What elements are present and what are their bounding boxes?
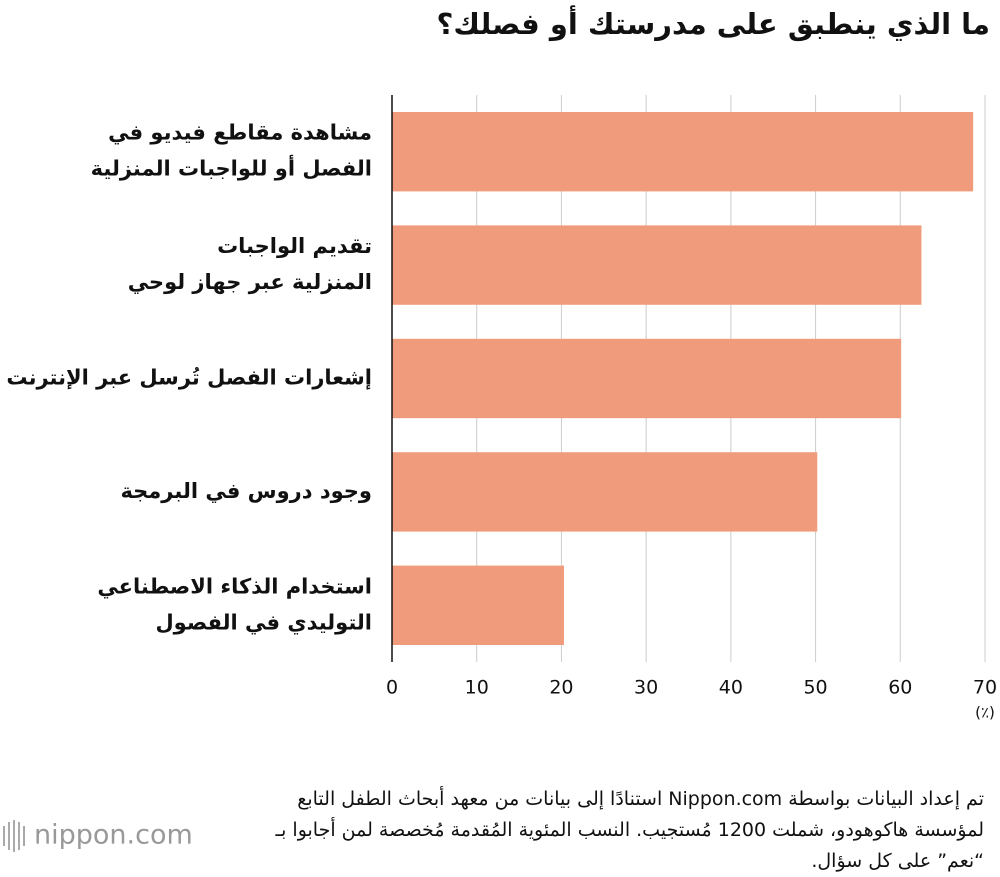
chart: ما الذي ينطبق على مدرستك أو فصلك؟ nippon… bbox=[3, 5, 997, 852]
bar bbox=[392, 112, 974, 192]
x-tick-label: 0 bbox=[386, 677, 398, 699]
y-tick-label: مشاهدة مقاطع فيديو في bbox=[108, 121, 372, 145]
logo-icon bbox=[3, 820, 25, 852]
y-tick-label: تقديم الواجبات bbox=[217, 234, 372, 258]
x-tick-label: 10 bbox=[465, 677, 489, 699]
y-tick-label: التوليدي في الفصول bbox=[155, 610, 372, 635]
y-tick-label: الفصل أو للواجبات المنزلية bbox=[91, 154, 372, 181]
bar bbox=[392, 452, 818, 532]
page: {"chart_data": {"type": "bar", "orientat… bbox=[3, 5, 998, 872]
logo: nippon.com bbox=[34, 820, 193, 851]
x-tick-label: 70 bbox=[973, 677, 997, 699]
bar bbox=[392, 225, 922, 305]
x-tick-label: 50 bbox=[803, 677, 827, 699]
note: تم إعداد البيانات بواسطة Nippon.com استن… bbox=[275, 788, 984, 872]
y-tick-label: استخدام الذكاء الاصطناعي bbox=[97, 574, 372, 598]
y-tick-label: إشعارات الفصل تُرسل عبر الإنترنت bbox=[6, 366, 372, 390]
x-tick-label: 60 bbox=[888, 677, 912, 699]
x-tick-label: 20 bbox=[549, 677, 573, 699]
y-tick-label: المنزلية عبر جهاز لوحي bbox=[128, 270, 372, 294]
bar bbox=[392, 338, 902, 419]
x-tick-label: 40 bbox=[719, 677, 743, 699]
chart-title: ما الذي ينطبق على مدرستك أو فصلك؟ bbox=[437, 5, 990, 41]
x-axis-label: (٪) bbox=[975, 704, 995, 722]
bar bbox=[392, 565, 564, 645]
y-tick-label: وجود دروس في البرمجة bbox=[120, 479, 372, 503]
x-tick-label: 30 bbox=[634, 677, 658, 699]
